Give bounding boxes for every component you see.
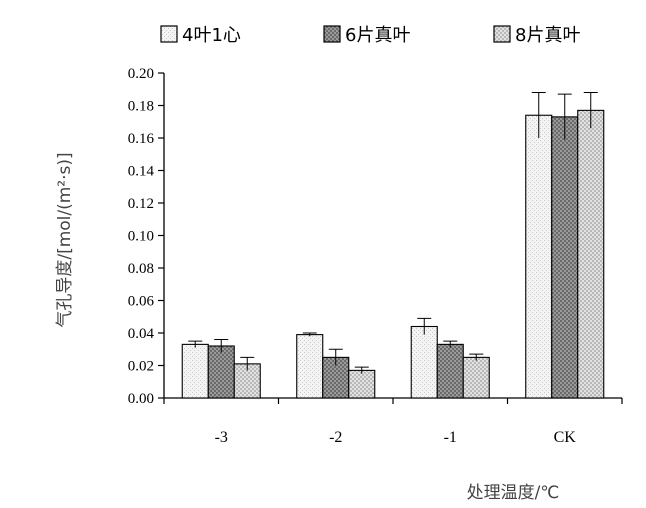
y-tick-label: 0.06 bbox=[128, 294, 155, 310]
legend-label: 8片真叶 bbox=[515, 25, 580, 46]
y-tick-label: 0.04 bbox=[128, 326, 155, 342]
plot-area: 0.00 0.02 0.04 0.06 0.08 0.10 0.12 0.14 0.16 0.18… bbox=[128, 66, 623, 446]
bar bbox=[551, 116, 579, 399]
y-tick-label: 0.08 bbox=[128, 261, 154, 277]
bar bbox=[462, 356, 490, 399]
x-axis-title: 处理温度/℃ bbox=[467, 483, 560, 503]
bar bbox=[525, 114, 553, 399]
y-tick-label: 0.20 bbox=[128, 66, 154, 82]
legend-swatch bbox=[323, 25, 341, 43]
y-tick-label: 0.10 bbox=[128, 229, 154, 245]
x-tick-label: -1 bbox=[444, 429, 457, 446]
bar bbox=[410, 325, 438, 399]
bar bbox=[577, 109, 605, 399]
y-tick-label: 0.02 bbox=[128, 359, 154, 375]
bar bbox=[207, 345, 235, 399]
x-tick-label: -2 bbox=[329, 429, 342, 446]
legend-swatch bbox=[160, 25, 178, 43]
legend-label: 4叶1心 bbox=[182, 25, 241, 46]
y-tick-label: 0.12 bbox=[128, 196, 154, 212]
legend-item: 4叶1心 bbox=[160, 25, 241, 46]
x-tick-label: -3 bbox=[215, 429, 228, 446]
legend-label: 6片真叶 bbox=[345, 25, 410, 46]
legend-swatch bbox=[493, 25, 511, 43]
bar bbox=[436, 343, 464, 399]
bar bbox=[181, 343, 209, 399]
legend-item: 6片真叶 bbox=[323, 25, 410, 46]
bar bbox=[348, 369, 376, 399]
y-tick-label: 0.14 bbox=[128, 164, 155, 180]
bar bbox=[296, 334, 324, 399]
legend-item: 8片真叶 bbox=[493, 25, 580, 46]
y-axis-title: 气孔导度/[mol/(m²·s)] bbox=[55, 152, 75, 327]
x-tick-label: CK bbox=[554, 429, 577, 446]
legend: 4叶1心 6片真叶 8片真叶 bbox=[160, 25, 580, 46]
y-tick-label: 0.16 bbox=[128, 131, 155, 147]
y-tick-label: 0.18 bbox=[128, 99, 154, 115]
y-tick-label: 0.00 bbox=[128, 391, 154, 407]
